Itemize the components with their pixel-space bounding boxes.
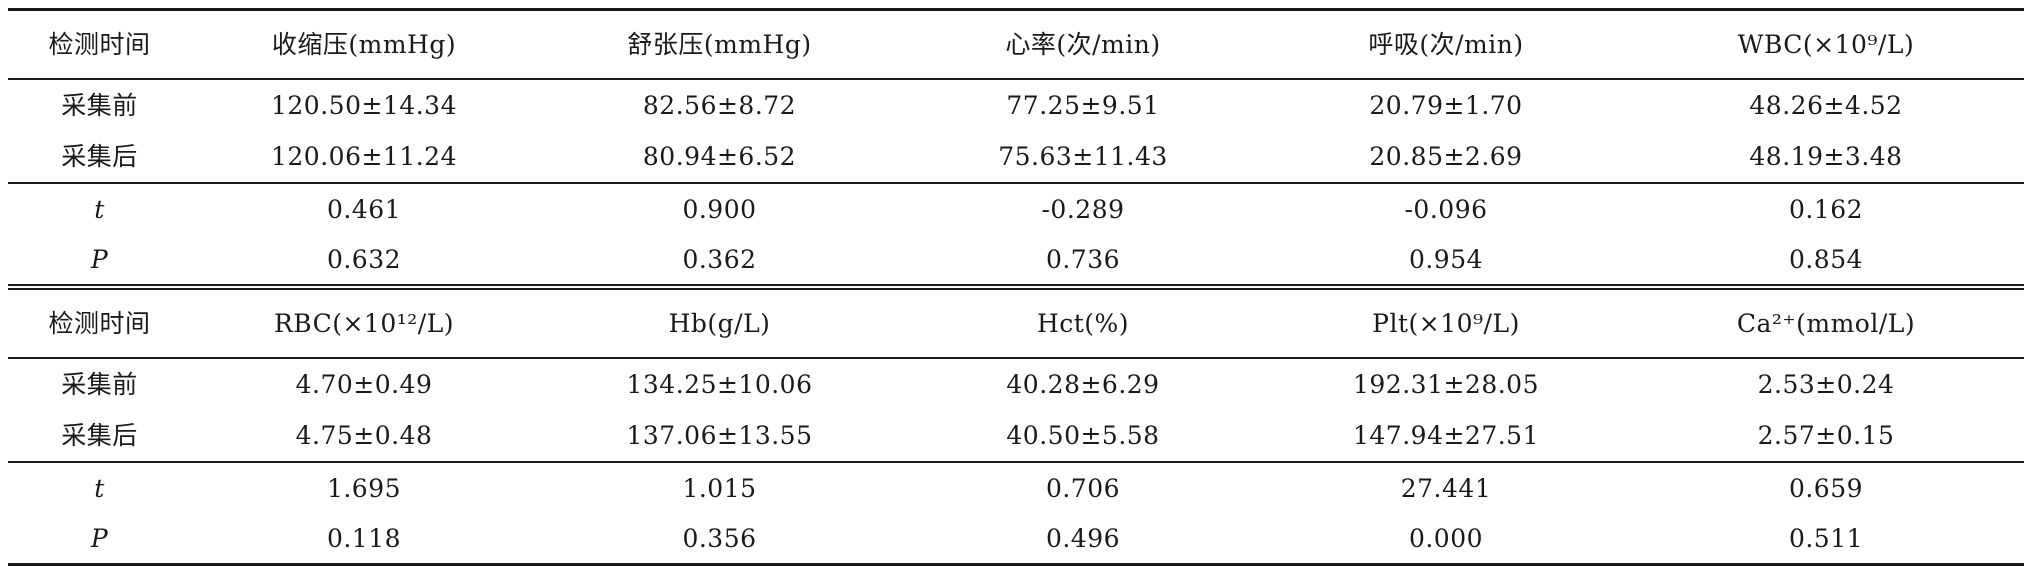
header-cell-systolic: 收缩压(mmHg) bbox=[191, 8, 537, 79]
table-cell: 0.118 bbox=[191, 513, 537, 566]
table-cell: 134.25±10.06 bbox=[537, 357, 902, 410]
table-cell: 40.50±5.58 bbox=[1006, 421, 1160, 450]
stat-row-p: P 0.632 0.362 0.736 0.954 0.854 bbox=[8, 234, 2024, 287]
table-row: 采集前 4.70±0.49 134.25±10.06 40.28±6.29 19… bbox=[8, 357, 2024, 410]
table-cell: -0.096 bbox=[1264, 182, 1628, 234]
row-label: 采集后 bbox=[61, 421, 138, 450]
table-cell: 75.63±11.43 bbox=[998, 142, 1168, 171]
header-cell-rbc: RBC(×10¹²/L) bbox=[191, 284, 537, 358]
table-cell: 0.632 bbox=[326, 244, 402, 274]
table-cell: 137.06±13.55 bbox=[626, 421, 813, 450]
table-cell: 20.85±2.69 bbox=[1369, 142, 1523, 171]
stat-row-p: P 0.118 0.356 0.496 0.000 0.511 bbox=[8, 513, 2024, 566]
table-cell: 120.06±11.24 bbox=[271, 142, 457, 171]
table-cell: 20.79±1.70 bbox=[1264, 78, 1628, 131]
header-cell-hb: Hb(g/L) bbox=[537, 284, 902, 358]
table-cell: 0.900 bbox=[537, 182, 902, 234]
table-cell: 4.75±0.48 bbox=[295, 421, 433, 450]
table-cell: 0.659 bbox=[1628, 461, 2024, 513]
table-cell: -0.289 bbox=[902, 182, 1264, 234]
table-cell: 48.26±4.52 bbox=[1628, 78, 2024, 131]
table-cell: 0.854 bbox=[1788, 244, 1864, 274]
table-cell: 0.000 bbox=[1264, 513, 1628, 566]
header-cell-respiration: 呼吸(次/min) bbox=[1264, 8, 1628, 79]
header-cell-heart-rate: 心率(次/min) bbox=[902, 8, 1264, 79]
table-cell: 147.94±27.51 bbox=[1353, 421, 1539, 450]
stat-label-p: P bbox=[90, 244, 109, 274]
table-cell: 2.53±0.24 bbox=[1628, 357, 2024, 410]
row-label: 采集后 bbox=[61, 142, 138, 171]
table-cell: 0.356 bbox=[537, 513, 902, 566]
table-cell: 0.496 bbox=[902, 513, 1264, 566]
table-cell: 0.736 bbox=[1045, 244, 1121, 274]
results-table: 检测时间 收缩压(mmHg) 舒张压(mmHg) 心率(次/min) 呼吸(次/… bbox=[8, 8, 2024, 566]
table-cell: 48.19±3.48 bbox=[1749, 142, 1903, 171]
table-cell: 40.28±6.29 bbox=[902, 357, 1264, 410]
header-cell-time: 检测时间 bbox=[8, 8, 191, 79]
stat-label-p: P bbox=[8, 513, 191, 566]
table-cell: 0.706 bbox=[902, 461, 1264, 513]
table-cell: 120.50±14.34 bbox=[191, 78, 537, 131]
table-cell: 27.441 bbox=[1264, 461, 1628, 513]
stat-label-t: t bbox=[8, 182, 191, 234]
stat-label-t: t bbox=[8, 461, 191, 513]
table-cell: 1.695 bbox=[191, 461, 537, 513]
stat-row-t: t 0.461 0.900 -0.289 -0.096 0.162 bbox=[8, 182, 2024, 234]
table-row: 采集后 4.75±0.48 137.06±13.55 40.50±5.58 14… bbox=[8, 410, 2024, 462]
stat-row-t: t 1.695 1.015 0.706 27.441 0.659 bbox=[8, 461, 2024, 513]
table-cell: 82.56±8.72 bbox=[537, 78, 902, 131]
table-cell: 0.461 bbox=[191, 182, 537, 234]
row-label: 采集前 bbox=[8, 78, 191, 131]
header-cell-wbc: WBC(×10⁹/L) bbox=[1628, 8, 2024, 79]
section2-header-row: 检测时间 RBC(×10¹²/L) Hb(g/L) Hct(%) Plt(×10… bbox=[8, 284, 2024, 358]
page: 检测时间 收缩压(mmHg) 舒张压(mmHg) 心率(次/min) 呼吸(次/… bbox=[8, 8, 2024, 566]
table-cell: 0.954 bbox=[1408, 244, 1484, 274]
header-cell-plt: Plt(×10⁹/L) bbox=[1264, 284, 1628, 358]
table-cell: 0.511 bbox=[1628, 513, 2024, 566]
table-cell: 0.362 bbox=[682, 244, 757, 274]
table-row: 采集前 120.50±14.34 82.56±8.72 77.25±9.51 2… bbox=[8, 78, 2024, 131]
table-cell: 80.94±6.52 bbox=[642, 142, 797, 171]
section1-header-row: 检测时间 收缩压(mmHg) 舒张压(mmHg) 心率(次/min) 呼吸(次/… bbox=[8, 8, 2024, 79]
row-label: 采集前 bbox=[8, 357, 191, 410]
header-cell-time: 检测时间 bbox=[8, 284, 191, 358]
table-cell: 4.70±0.49 bbox=[191, 357, 537, 410]
table-cell: 1.015 bbox=[537, 461, 902, 513]
header-cell-diastolic: 舒张压(mmHg) bbox=[537, 8, 902, 79]
table-cell: 0.162 bbox=[1628, 182, 2024, 234]
header-cell-ca: Ca²⁺(mmol/L) bbox=[1628, 284, 2024, 358]
header-cell-hct: Hct(%) bbox=[902, 284, 1264, 358]
table-cell: 77.25±9.51 bbox=[902, 78, 1264, 131]
table-row: 采集后 120.06±11.24 80.94±6.52 75.63±11.43 … bbox=[8, 131, 2024, 183]
table-cell: 2.57±0.15 bbox=[1757, 421, 1895, 450]
table-cell: 192.31±28.05 bbox=[1264, 357, 1628, 410]
